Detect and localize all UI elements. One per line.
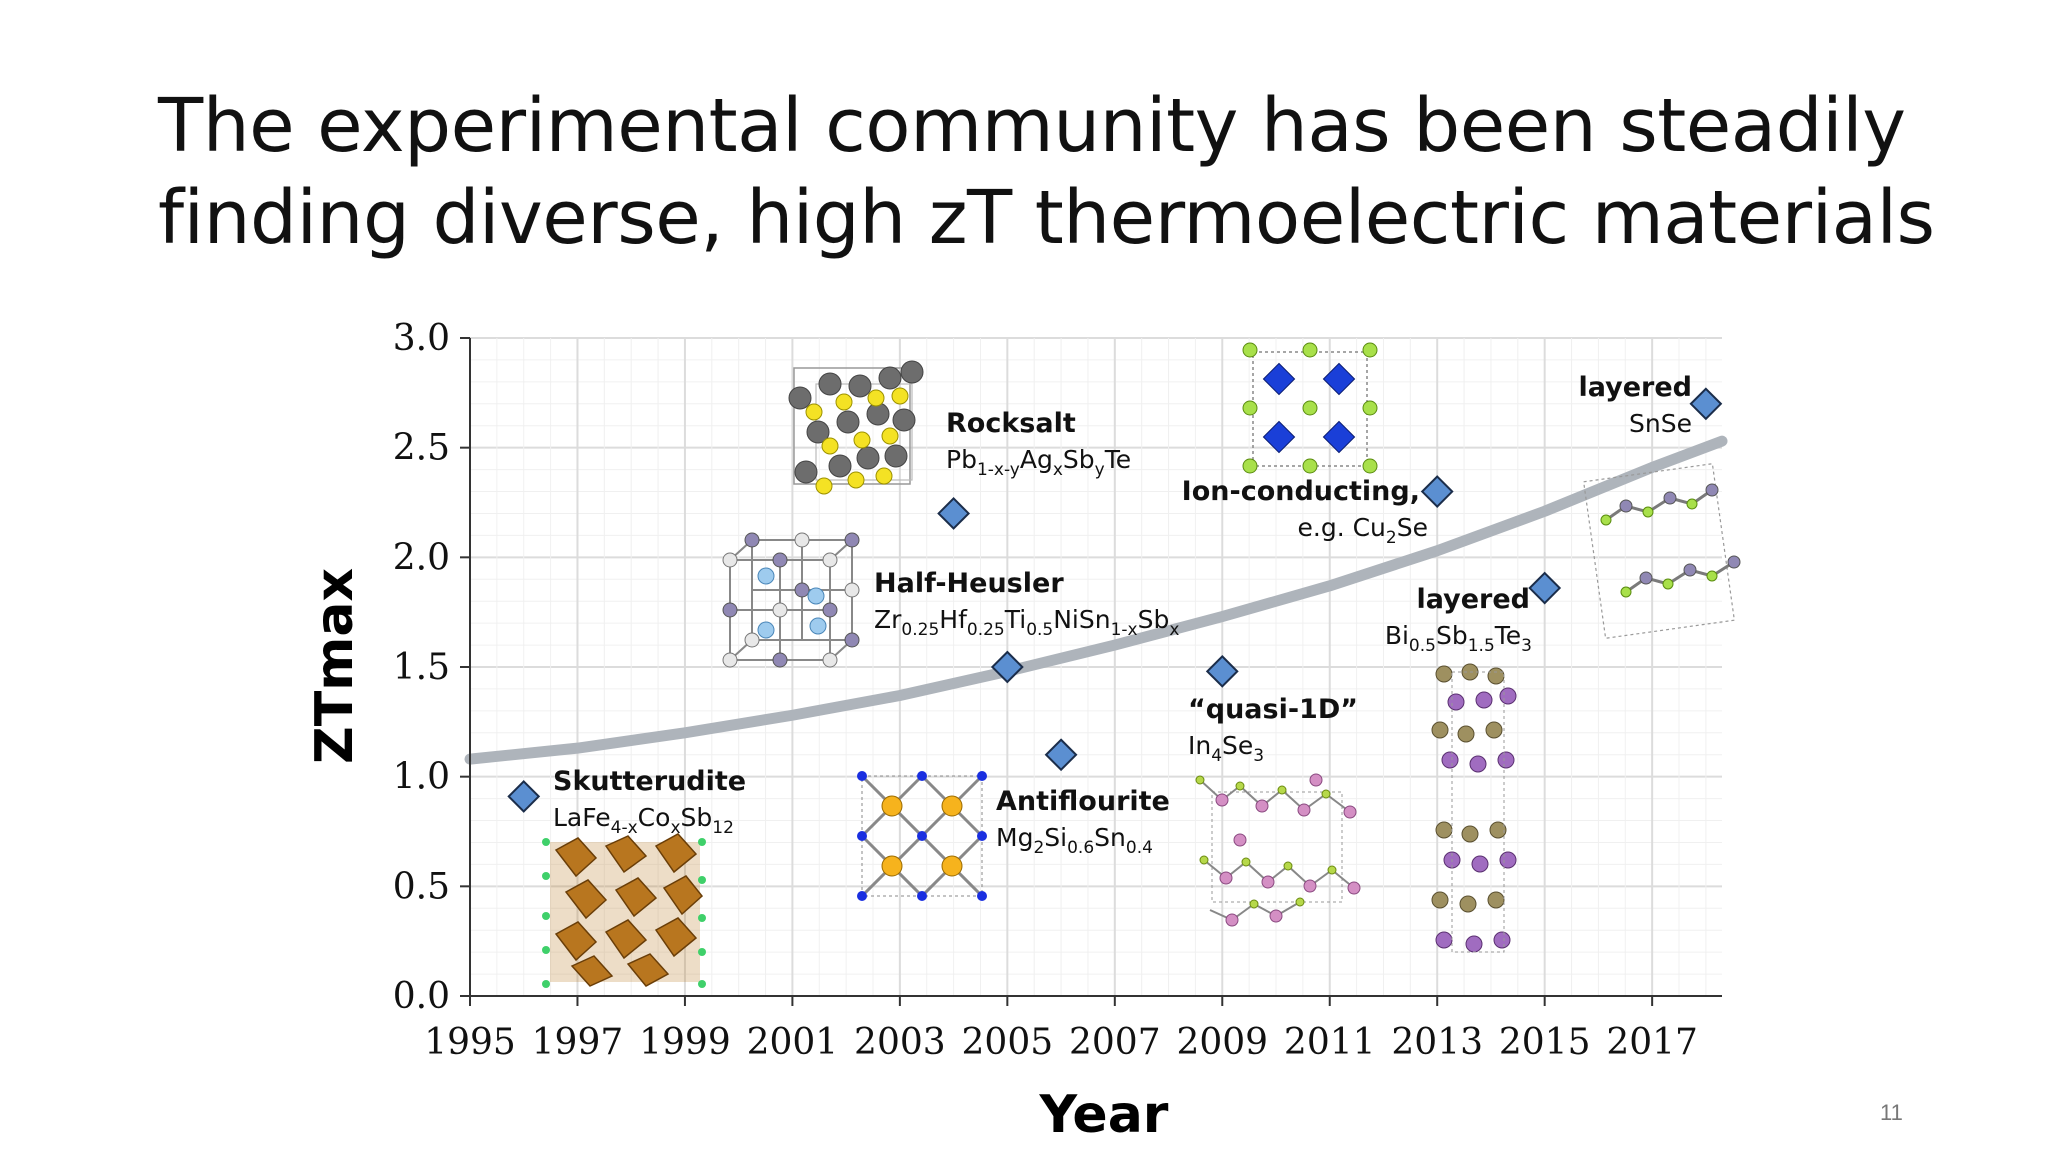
page-number: 11 bbox=[1880, 1100, 1903, 1125]
y-tick-label: 3.0 bbox=[393, 318, 450, 359]
x-tick-label: 1995 bbox=[424, 1022, 516, 1063]
tick-labels: 0.0 0.5 1.0 1.5 2.0 2.5 3.0 1995 1997 1999 2001 200… bbox=[393, 318, 1698, 1063]
x-tick-label: 1999 bbox=[639, 1022, 731, 1063]
annotation-rocksalt: Rocksalt Pb1-x-yAgxSbyTe bbox=[946, 408, 1131, 480]
x-tick-label: 2013 bbox=[1391, 1022, 1483, 1063]
structure-rocksalt-image bbox=[788, 360, 924, 495]
annotation-formula: Pb1-x-yAgxSbyTe bbox=[946, 445, 1131, 480]
annotation-formula: Zr0.25Hf0.25Ti0.5NiSn1-xSbx bbox=[874, 605, 1179, 640]
x-tick-label: 2011 bbox=[1284, 1022, 1376, 1063]
annotation-name: Skutterudite bbox=[553, 766, 746, 797]
y-axis-title: ZTmax bbox=[305, 568, 365, 764]
x-tick-label: 2015 bbox=[1499, 1022, 1591, 1063]
structure-snse-image bbox=[1582, 463, 1741, 639]
annotation-skutterudite: Skutterudite LaFe4-xCoxSb12 bbox=[553, 766, 746, 838]
structure-bi-sb-te-image bbox=[1431, 663, 1517, 953]
data-point bbox=[990, 650, 1024, 684]
slide-title-line-2: finding diverse, high zT thermoelectric … bbox=[158, 175, 1935, 261]
annotation-formula: Bi0.5Sb1.5Te3 bbox=[1385, 621, 1532, 656]
annotation-formula: Mg2Si0.6Sn0.4 bbox=[996, 823, 1153, 858]
y-tick-label: 2.5 bbox=[393, 428, 450, 469]
y-tick-label: 2.0 bbox=[393, 537, 450, 578]
data-point bbox=[937, 497, 971, 530]
data-point bbox=[507, 779, 541, 813]
data-point bbox=[1689, 387, 1723, 421]
trend-curve bbox=[464, 435, 1728, 765]
annotation-name: layered bbox=[1578, 372, 1692, 403]
annotation-formula: SnSe bbox=[1629, 409, 1692, 438]
data-point bbox=[1420, 475, 1454, 508]
slide-title: The experimental community has been stea… bbox=[158, 80, 1978, 264]
annotation-name: Rocksalt bbox=[946, 408, 1076, 439]
x-axis-title: Year bbox=[1039, 1085, 1169, 1145]
structure-half-heusler-image bbox=[722, 532, 860, 668]
x-tick-label: 2009 bbox=[1176, 1022, 1268, 1063]
annotation-layered-bisbte: layered Bi0.5Sb1.5Te3 bbox=[1385, 584, 1532, 656]
trend-line bbox=[464, 435, 1728, 765]
data-point bbox=[1044, 738, 1078, 772]
y-tick-label: 0.5 bbox=[393, 866, 450, 907]
structure-in4se3-image bbox=[1195, 773, 1361, 927]
annotation-formula: In4Se3 bbox=[1188, 731, 1264, 766]
data-points bbox=[507, 387, 1723, 813]
structure-ion-conducting-image bbox=[1242, 342, 1378, 474]
x-tick-label: 2017 bbox=[1606, 1022, 1698, 1063]
data-point bbox=[1528, 571, 1562, 605]
y-tick-label: 1.0 bbox=[393, 757, 450, 798]
x-tick-label: 2007 bbox=[1069, 1022, 1161, 1063]
annotation-ion-conducting: Ion-conducting, e.g. Cu2Se bbox=[1182, 476, 1428, 548]
annotation-name: Antiflourite bbox=[996, 786, 1170, 817]
annotation-formula: e.g. Cu2Se bbox=[1298, 513, 1428, 548]
y-tick-label: 0.0 bbox=[393, 976, 450, 1017]
data-point bbox=[1205, 654, 1239, 688]
x-tick-label: 2005 bbox=[962, 1022, 1054, 1063]
x-tick-label: 2001 bbox=[747, 1022, 839, 1063]
annotation-antiflourite: Antiflourite Mg2Si0.6Sn0.4 bbox=[996, 786, 1170, 858]
annotation-name: layered bbox=[1416, 584, 1530, 615]
axes bbox=[460, 337, 1722, 1006]
structure-skutterudite-image bbox=[542, 833, 706, 988]
annotation-name: Half-Heusler bbox=[874, 568, 1064, 599]
annotation-layered-snse: layered SnSe bbox=[1578, 372, 1692, 438]
annotation-name: “quasi-1D” bbox=[1188, 694, 1358, 725]
annotation-name: Ion-conducting, bbox=[1182, 476, 1420, 507]
y-tick-label: 1.5 bbox=[393, 647, 450, 688]
structure-antiflourite-image bbox=[857, 771, 987, 901]
annotation-formula: LaFe4-xCoxSb12 bbox=[553, 803, 734, 838]
slide-title-line-1: The experimental community has been stea… bbox=[158, 83, 1906, 169]
x-tick-label: 1997 bbox=[532, 1022, 624, 1063]
x-tick-label: 2003 bbox=[854, 1022, 946, 1063]
